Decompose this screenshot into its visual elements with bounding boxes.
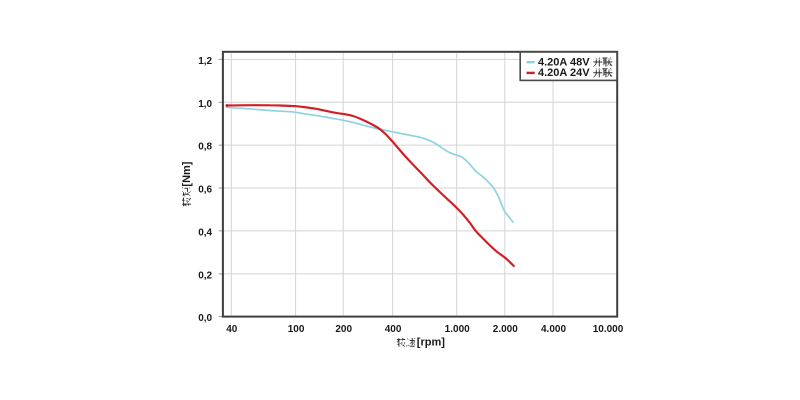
svg-text:4.000: 4.000	[541, 324, 566, 335]
svg-text:0,4: 0,4	[198, 228, 212, 239]
svg-text:0,6: 0,6	[198, 185, 212, 196]
svg-text:0,2: 0,2	[198, 271, 212, 282]
svg-text:4.20A 48V: 4.20A 48V	[538, 57, 590, 69]
svg-text:40: 40	[226, 324, 238, 335]
svg-text:400: 400	[385, 324, 402, 335]
svg-text:10.000: 10.000	[593, 324, 624, 335]
svg-text:200: 200	[335, 324, 352, 335]
svg-text:1,2: 1,2	[198, 56, 212, 67]
svg-text:4.20A 24V: 4.20A 24V	[538, 67, 590, 79]
svg-text:1,0: 1,0	[198, 99, 212, 110]
svg-text:0,0: 0,0	[198, 313, 212, 324]
svg-text:1.000: 1.000	[445, 324, 470, 335]
svg-text:[Nm]: [Nm]	[181, 161, 193, 186]
svg-text:2.000: 2.000	[493, 324, 518, 335]
svg-text:100: 100	[288, 324, 305, 335]
svg-text:[rpm]: [rpm]	[417, 336, 445, 348]
svg-text:0,8: 0,8	[198, 142, 212, 153]
